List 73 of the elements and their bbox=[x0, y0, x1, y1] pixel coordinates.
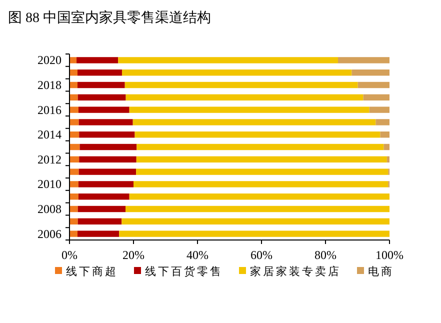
bar bbox=[122, 70, 352, 76]
bar bbox=[70, 156, 80, 162]
bar bbox=[78, 94, 126, 100]
bar bbox=[386, 156, 390, 162]
bar bbox=[384, 144, 390, 150]
bar bbox=[70, 57, 77, 64]
bar bbox=[136, 168, 388, 175]
bar bbox=[118, 57, 338, 64]
bar bbox=[70, 181, 78, 188]
bar bbox=[369, 106, 390, 113]
bar bbox=[122, 218, 390, 224]
bar bbox=[129, 106, 370, 113]
y-tick-label: 2014 bbox=[38, 128, 62, 142]
bar bbox=[78, 70, 122, 76]
bar bbox=[126, 206, 390, 212]
y-tick-label: 2010 bbox=[38, 177, 62, 192]
bar bbox=[78, 82, 125, 88]
bar bbox=[70, 168, 79, 175]
x-tick-label: 80% bbox=[314, 248, 336, 262]
y-tick-label: 2018 bbox=[38, 78, 62, 92]
bar bbox=[78, 168, 136, 175]
bar bbox=[134, 132, 380, 138]
bar bbox=[78, 119, 133, 126]
x-tick-label: 40% bbox=[186, 248, 208, 262]
bar bbox=[363, 94, 390, 100]
bar bbox=[376, 119, 390, 126]
bar bbox=[70, 106, 78, 113]
bar bbox=[78, 230, 120, 237]
bar bbox=[124, 82, 358, 88]
bar bbox=[119, 230, 390, 237]
x-tick-label: 60% bbox=[250, 248, 272, 262]
bar bbox=[78, 218, 122, 224]
bar bbox=[79, 132, 135, 138]
y-tick-label: 2016 bbox=[38, 102, 62, 117]
bar bbox=[76, 57, 118, 64]
bar bbox=[352, 70, 390, 76]
bar bbox=[136, 156, 387, 162]
bar bbox=[70, 206, 78, 212]
bar bbox=[80, 144, 137, 150]
bar bbox=[78, 106, 130, 113]
legend-label: 家居家装专卖店 bbox=[250, 265, 341, 278]
bar bbox=[70, 230, 78, 237]
bar bbox=[380, 132, 390, 138]
legend-label: 线下百货零售 bbox=[145, 265, 223, 278]
bar bbox=[79, 156, 136, 162]
x-tick-label: 0% bbox=[62, 248, 78, 262]
bar bbox=[126, 94, 364, 100]
bar bbox=[358, 82, 390, 88]
y-tick-label: 2012 bbox=[38, 152, 62, 166]
bar bbox=[338, 57, 390, 64]
y-tick-label: 2006 bbox=[38, 226, 62, 241]
chart-title: 图 88 中国室内家具零售渠道结构 bbox=[8, 10, 211, 26]
bar bbox=[70, 119, 79, 126]
bar bbox=[132, 119, 376, 126]
legend-label: 线下商超 bbox=[66, 265, 118, 278]
bar bbox=[70, 70, 78, 76]
y-tick-label: 2020 bbox=[38, 53, 62, 68]
bar bbox=[78, 206, 126, 212]
legend-label: 电商 bbox=[368, 265, 394, 278]
bar bbox=[134, 181, 388, 188]
x-tick-label: 100% bbox=[376, 248, 404, 262]
bar bbox=[136, 144, 384, 150]
bar bbox=[70, 144, 80, 150]
bar bbox=[70, 132, 80, 138]
bar bbox=[78, 194, 130, 200]
bar bbox=[70, 194, 78, 200]
bar bbox=[78, 181, 134, 188]
bar bbox=[70, 218, 78, 224]
y-tick-label: 2008 bbox=[38, 202, 62, 216]
x-tick-label: 20% bbox=[122, 248, 144, 262]
bar bbox=[70, 94, 78, 100]
bar bbox=[70, 82, 78, 88]
bar bbox=[129, 194, 390, 200]
